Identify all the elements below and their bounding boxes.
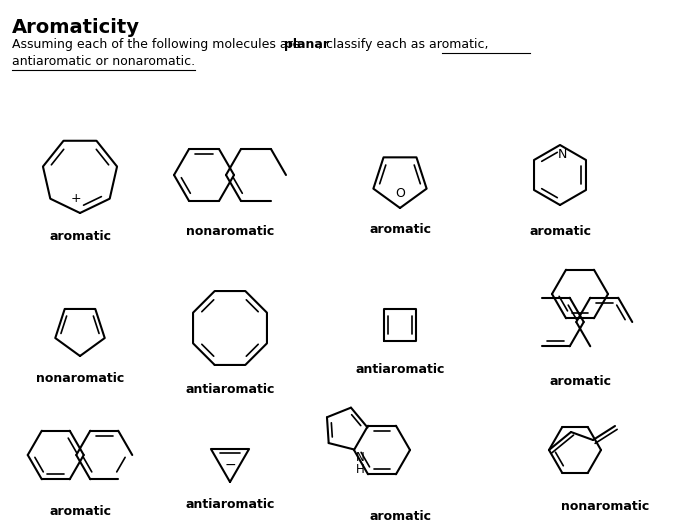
Text: aromatic: aromatic — [49, 230, 111, 243]
Text: O: O — [395, 187, 405, 200]
Text: +: + — [71, 192, 81, 205]
Text: H: H — [356, 463, 365, 476]
Text: , classify each as aromatic,: , classify each as aromatic, — [318, 38, 489, 51]
Text: aromatic: aromatic — [549, 375, 611, 388]
Text: aromatic: aromatic — [529, 225, 591, 238]
Text: aromatic: aromatic — [49, 505, 111, 518]
Text: aromatic: aromatic — [369, 510, 431, 523]
Text: N: N — [557, 148, 567, 161]
Text: antiaromatic: antiaromatic — [186, 498, 274, 511]
Text: −: − — [224, 458, 236, 472]
Text: antiaromatic: antiaromatic — [356, 363, 444, 376]
Text: nonaromatic: nonaromatic — [561, 500, 649, 513]
Text: nonaromatic: nonaromatic — [36, 372, 124, 385]
Text: antiaromatic or nonaromatic.: antiaromatic or nonaromatic. — [12, 55, 195, 68]
Text: N: N — [356, 452, 365, 464]
Text: Aromaticity: Aromaticity — [12, 18, 140, 37]
Text: Assuming each of the following molecules are: Assuming each of the following molecules… — [12, 38, 304, 51]
Text: aromatic: aromatic — [369, 223, 431, 236]
Text: nonaromatic: nonaromatic — [186, 225, 274, 238]
Text: antiaromatic: antiaromatic — [186, 383, 274, 396]
Text: planar: planar — [284, 38, 329, 51]
